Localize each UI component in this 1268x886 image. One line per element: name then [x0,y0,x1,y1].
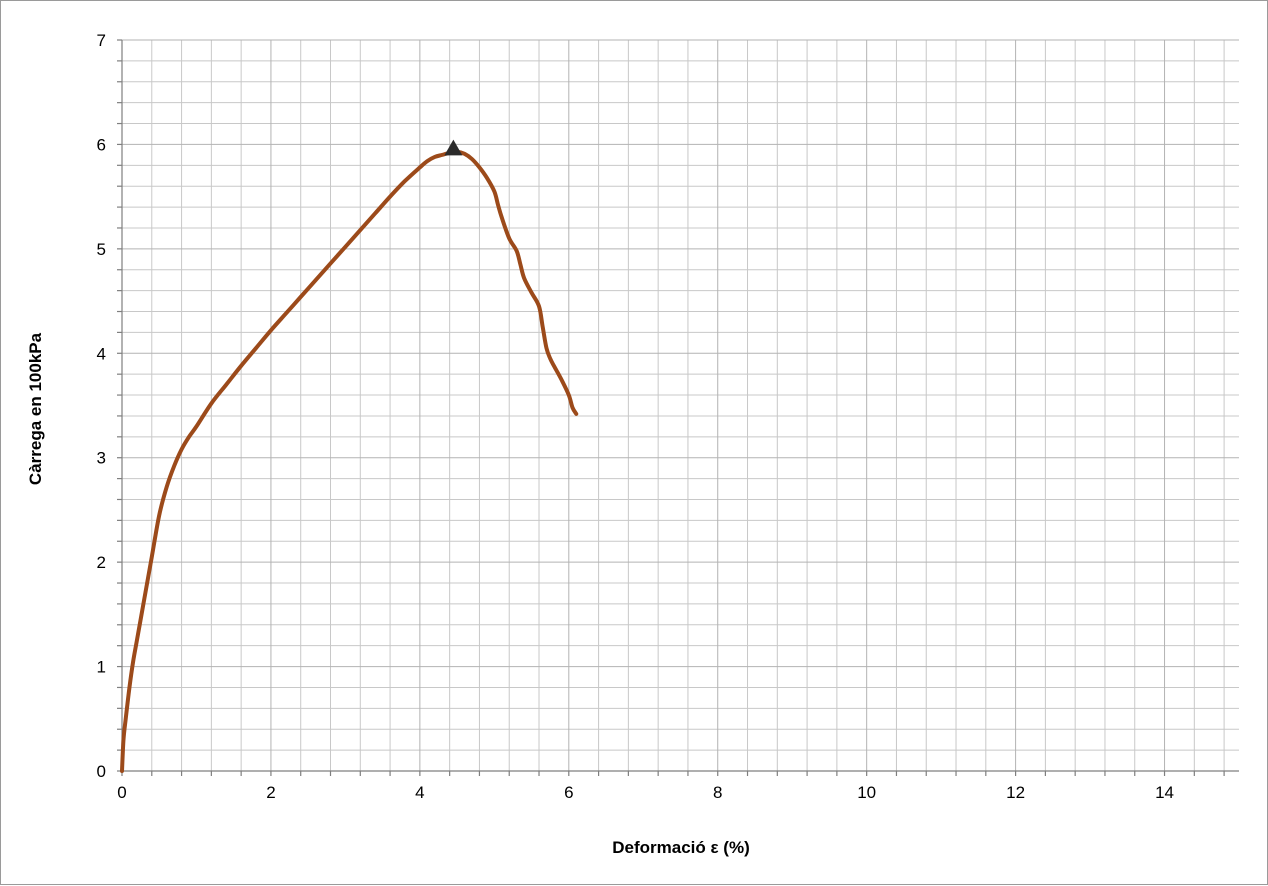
x-axis-title: Deformació ε (%) [612,838,749,857]
peak-marker-triangle [444,139,463,156]
y-tick-label: 2 [97,553,106,572]
x-tick-label: 4 [415,783,424,802]
y-tick-label: 5 [97,240,106,259]
y-tick-label: 0 [97,762,106,781]
x-axis-tick-labels: 0 2 4 6 8 10 12 14 [117,783,1174,802]
axes [117,39,1239,776]
x-tick-label: 14 [1155,783,1174,802]
y-axis-tick-labels: 0 1 2 3 4 5 6 7 [97,31,106,781]
annotation-layer [444,139,463,156]
x-tick-label: 0 [117,783,126,802]
y-axis-title: Càrrega en 100kPa [26,332,45,485]
major-gridlines [121,39,1239,772]
x-tick-label: 10 [857,783,876,802]
x-tick-label: 12 [1006,783,1025,802]
x-tick-label: 8 [713,783,722,802]
y-tick-label: 6 [97,135,106,154]
y-tick-label: 7 [97,31,106,50]
x-tick-label: 6 [564,783,573,802]
x-tick-label: 2 [266,783,275,802]
minor-gridlines [122,40,1239,771]
y-tick-label: 3 [97,449,106,468]
y-tick-label: 1 [97,658,106,677]
y-tick-label: 4 [97,344,106,363]
series-layer [120,149,579,773]
series-line [120,149,579,773]
